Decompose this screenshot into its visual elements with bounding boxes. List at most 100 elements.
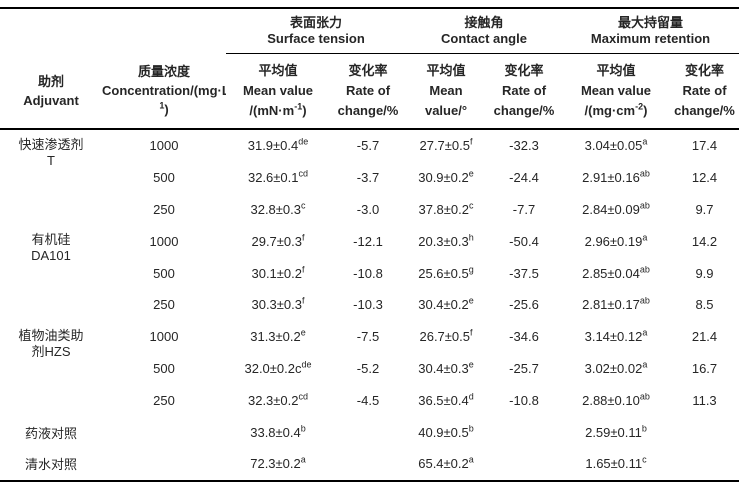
col-header-adjuvant: 助剂 Adjuvant (0, 53, 102, 130)
cell-mr-mean: 2.88±0.10ab (582, 391, 650, 408)
cell-ca-mean: 25.6±0.5g (418, 264, 474, 281)
cell-ca-mean: 30.4±0.2e (418, 296, 474, 313)
cell-ca-mean: 36.5±0.4d (418, 391, 474, 408)
col-header-mr-mean: 平均值 Mean value/(mg·cm-2) (562, 53, 670, 130)
cell-mr-rate: 8.5 (695, 297, 714, 313)
cell-mr-rate: 16.7 (691, 360, 718, 376)
cell-concentration: 250 (153, 392, 175, 408)
table-row: 500 32.0±0.2cde -5.2 30.4±0.3e -25.7 3.0… (0, 353, 739, 385)
cell-ca-rate: -34.6 (509, 329, 539, 345)
cell-adjuvant: 植物油类助 剂HZS (18, 327, 84, 359)
cell-st-rate: -3.7 (356, 170, 380, 186)
cell-mr-rate: 9.7 (695, 201, 714, 217)
cell-mr-mean: 3.04±0.05a (584, 137, 648, 154)
cell-st-mean: 72.3±0.2a (226, 447, 330, 482)
cell-st-rate: -7.5 (356, 329, 380, 345)
cell-st-rate: -10.3 (353, 297, 383, 313)
cell-st-mean: 33.8±0.4b (250, 423, 306, 440)
cell-st-mean: 32.6±0.1cd (247, 168, 309, 186)
cell-ca-mean: 26.7±0.5f (419, 327, 473, 345)
col-header-ca-rate: 变化率 Rate of change/% (486, 53, 562, 130)
cell-st-mean: 32.0±0.2cde (244, 359, 312, 376)
cell-concentration: 1000 (149, 138, 179, 154)
cell-mr-mean: 2.59±0.11b (585, 423, 647, 440)
col-header-ca-mean: 平均值 Mean value/° (406, 53, 486, 130)
adjuvant-properties-table: 表面张力 Surface tension 接触角 Contact angle 最大持… (0, 7, 739, 482)
cell-ca-mean: 30.9±0.2e (418, 168, 474, 186)
cell-adjuvant: 快速渗透剂 T (18, 137, 84, 168)
table-row: 500 32.6±0.1cd -3.7 30.9±0.2e -24.4 2.91… (0, 162, 739, 194)
cell-ca-mean: 27.7±0.5f (419, 137, 473, 154)
cell-mr-rate: 12.4 (691, 170, 718, 186)
cell-ca-mean: 37.8±0.2c (418, 200, 474, 217)
col-header-mr-rate: 变化率 Rate of change/% (670, 53, 739, 130)
group-header-surface-tension: 表面张力 Surface tension (226, 7, 406, 54)
cell-st-rate: -10.8 (353, 265, 383, 281)
cell-ca-mean: 40.9±0.5b (418, 423, 474, 440)
cell-st-rate: -12.1 (353, 233, 383, 249)
adjuvant-properties-table-wrap: 表面张力 Surface tension 接触角 Contact angle 最大持… (0, 7, 739, 482)
group-header-maximum-retention: 最大持留量 Maximum retention (562, 7, 739, 54)
cell-adjuvant: 药液对照 (24, 425, 77, 441)
cell-st-rate: -3.0 (356, 201, 380, 217)
cell-st-rate (330, 416, 406, 448)
cell-st-mean: 32.3±0.2cd (247, 391, 309, 408)
cell-st-rate: -5.2 (356, 360, 380, 376)
table-row: 250 32.8±0.3c -3.0 37.8±0.2c -7.7 2.84±0… (0, 194, 739, 226)
cell-concentration: 250 (153, 201, 175, 217)
cell-mr-rate: 14.2 (691, 233, 718, 249)
cell-mr-mean: 3.14±0.12a (584, 327, 648, 345)
cell-mr-mean: 2.91±0.16ab (582, 168, 650, 186)
cell-mr-rate: 9.9 (695, 265, 714, 281)
table-row: 清水对照 72.3±0.2a 65.4±0.2a 1.65±0.11c (0, 447, 739, 482)
group-header-spacer (0, 7, 226, 54)
cell-adjuvant: 有机硅 DA101 (31, 232, 71, 264)
col-header-st-mean: 平均值 Mean value/(mN·m-1) (226, 53, 330, 130)
cell-adjuvant: 清水对照 (0, 447, 102, 482)
cell-concentration (102, 416, 226, 448)
cell-st-mean: 31.9±0.4de (247, 137, 309, 154)
cell-mr-rate: 11.3 (692, 392, 717, 408)
cell-ca-rate: -50.4 (509, 233, 539, 249)
cell-mr-rate: 17.4 (691, 138, 718, 154)
table-row: 药液对照 33.8±0.4b 40.9±0.5b 2.59±0.11b (0, 416, 739, 448)
cell-ca-rate: -10.8 (509, 392, 539, 408)
col-header-st-rate: 变化率 Rate of change/% (330, 53, 406, 130)
cell-st-mean: 30.3±0.3f (251, 296, 305, 313)
cell-st-mean: 31.3±0.2e (250, 327, 306, 345)
cell-concentration: 1000 (149, 233, 179, 249)
cell-st-rate (330, 447, 406, 482)
cell-ca-rate: -7.7 (512, 201, 536, 217)
cell-ca-rate: -24.4 (509, 170, 539, 186)
cell-st-rate: -4.5 (356, 392, 380, 408)
group-header-contact-angle: 接触角 Contact angle (406, 7, 562, 54)
cell-st-mean: 30.1±0.2f (251, 264, 305, 281)
table-row: 植物油类助 剂HZS 1000 31.3±0.2e -7.5 26.7±0.5f … (0, 321, 739, 359)
cell-concentration: 500 (153, 265, 175, 281)
cell-mr-rate (670, 416, 739, 448)
cell-ca-rate: -25.7 (509, 360, 539, 376)
cell-mr-rate (670, 447, 739, 482)
cell-mr-mean: 2.85±0.04ab (582, 264, 650, 281)
table-row: 250 30.3±0.3f -10.3 30.4±0.2e -25.6 2.81… (0, 289, 739, 321)
cell-mr-rate: 21.4 (691, 329, 718, 345)
table-row: 250 32.3±0.2cd -4.5 36.5±0.4d -10.8 2.88… (0, 384, 739, 416)
cell-concentration: 500 (153, 170, 175, 186)
cell-mr-mean: 1.65±0.11c (562, 447, 670, 482)
cell-concentration: 1000 (149, 329, 179, 345)
cell-st-rate: -5.7 (356, 138, 380, 154)
cell-mr-mean: 2.96±0.19a (584, 232, 648, 249)
cell-mr-mean: 3.02±0.02a (584, 359, 648, 376)
cell-mr-mean: 2.81±0.17ab (582, 296, 650, 313)
group-header-row: 表面张力 Surface tension 接触角 Contact angle 最大持… (0, 7, 739, 54)
cell-ca-rate (486, 416, 562, 448)
table-row: 500 30.1±0.2f -10.8 25.6±0.5g -37.5 2.85… (0, 257, 739, 289)
cell-concentration: 500 (153, 360, 175, 376)
cell-mr-mean: 2.84±0.09ab (582, 200, 650, 217)
cell-ca-rate: -32.3 (509, 138, 539, 154)
cell-ca-rate: -37.5 (509, 265, 539, 281)
cell-ca-rate: -25.6 (509, 297, 539, 313)
table-row: 有机硅 DA101 1000 29.7±0.3f -12.1 20.3±0.3h … (0, 225, 739, 263)
